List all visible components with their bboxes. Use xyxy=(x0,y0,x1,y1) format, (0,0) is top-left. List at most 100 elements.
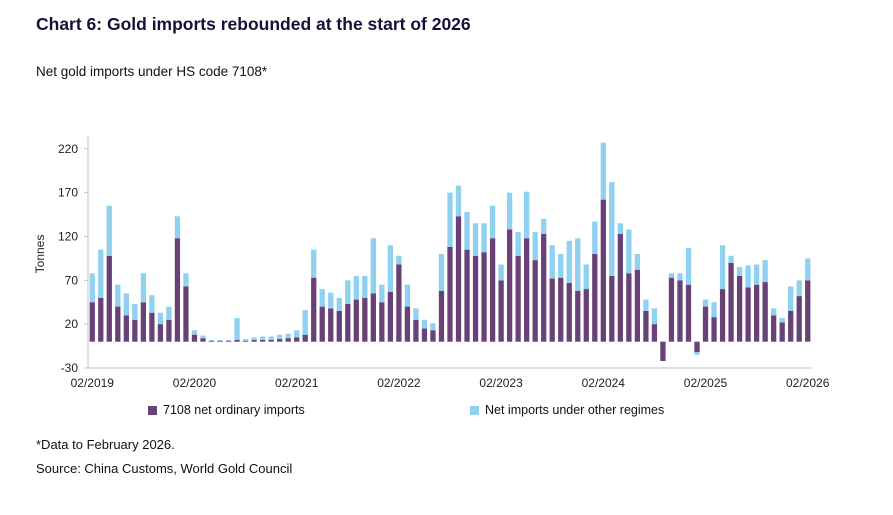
bar-segment xyxy=(788,311,794,342)
x-tick-label: 02/2024 xyxy=(582,376,626,390)
y-tick-label: 120 xyxy=(58,229,78,243)
bar-segment xyxy=(472,255,479,342)
bar-segment xyxy=(600,142,606,200)
bar-segment xyxy=(140,273,146,303)
bar-segment xyxy=(745,287,751,342)
bar-segment xyxy=(634,254,641,270)
bar-segment xyxy=(609,275,615,342)
bar-segment xyxy=(805,280,811,342)
bar-segment xyxy=(515,232,521,256)
bar-segment xyxy=(413,319,419,342)
bar-segment xyxy=(702,299,709,307)
bar-segment xyxy=(302,310,308,335)
bar-segment xyxy=(328,292,334,309)
bar-segment xyxy=(489,238,496,342)
bar-segment xyxy=(566,282,572,342)
bar-segment xyxy=(242,340,249,342)
bar-segment xyxy=(753,284,760,342)
bar-segment xyxy=(805,258,811,281)
bar-segment xyxy=(472,223,479,256)
bar-segment xyxy=(643,299,649,311)
bar-segment xyxy=(796,280,802,297)
bar-segment xyxy=(259,336,266,340)
bar-segment xyxy=(115,306,121,342)
chart-source: Source: China Customs, World Gold Counci… xyxy=(36,461,293,476)
bar-segment xyxy=(719,289,726,342)
bar-segment xyxy=(592,221,598,254)
bar-segment xyxy=(225,339,232,341)
bar-segment xyxy=(98,249,104,298)
bar-segment xyxy=(404,284,411,307)
chart-legend: 7108 net ordinary imports Net imports un… xyxy=(0,403,893,423)
legend-swatch-ordinary-imports xyxy=(148,405,157,415)
bar-segment xyxy=(677,273,683,281)
bar-segment xyxy=(438,254,445,291)
bar-segment xyxy=(328,308,334,342)
bar-segment xyxy=(651,308,658,325)
bar-segment xyxy=(404,306,411,342)
bar-segment xyxy=(259,339,266,342)
bar-segment xyxy=(251,337,257,340)
bar-segment xyxy=(566,240,572,283)
bar-segment xyxy=(668,273,675,278)
bar-segment xyxy=(353,299,359,342)
bar-segment xyxy=(225,340,232,342)
bar-segment xyxy=(191,334,198,342)
bar-segment xyxy=(592,254,598,342)
bar-segment xyxy=(345,303,351,342)
bar-segment xyxy=(498,264,504,281)
bar-segment xyxy=(506,192,513,230)
bar-segment xyxy=(634,269,641,342)
bar-segment xyxy=(123,293,129,316)
bar-segment xyxy=(685,247,692,285)
bar-segment xyxy=(702,306,709,342)
bar-segment xyxy=(200,335,206,339)
y-tick-label: 220 xyxy=(58,142,78,156)
bar-segment xyxy=(277,339,283,342)
bar-segment xyxy=(796,296,802,342)
bar-segment xyxy=(481,223,487,253)
bar-segment xyxy=(234,318,240,340)
bar-segment xyxy=(575,238,581,291)
y-axis-title: Tonnes xyxy=(33,235,47,274)
bar-segment xyxy=(617,233,623,342)
bar-segment xyxy=(421,328,428,342)
chart-subtitle: Net gold imports under HS code 7108* xyxy=(36,64,268,79)
bar-segment xyxy=(140,302,146,342)
bar-segment xyxy=(319,289,325,307)
bar-segment xyxy=(208,339,215,341)
bar-segment xyxy=(609,182,615,276)
bar-segment xyxy=(106,205,112,256)
bar-segment xyxy=(174,238,181,342)
bar-segment xyxy=(336,311,342,342)
bar-segment xyxy=(353,275,359,300)
bar-segment xyxy=(387,291,394,342)
bar-segment xyxy=(183,273,189,287)
bar-segment xyxy=(728,255,734,263)
bar-segment xyxy=(319,306,325,342)
page-title: Chart 6: Gold imports rebounded at the s… xyxy=(36,14,471,34)
bar-segment xyxy=(217,339,223,341)
x-tick-label: 02/2026 xyxy=(786,376,830,390)
bar-segment xyxy=(719,245,726,290)
bar-segment xyxy=(311,277,317,342)
bar-segment xyxy=(106,255,112,342)
bar-segment xyxy=(166,306,172,320)
legend-item-ordinary-imports: 7108 net ordinary imports xyxy=(148,403,305,417)
bar-segment xyxy=(98,297,104,342)
x-tick-label: 02/2023 xyxy=(479,376,523,390)
bar-segment xyxy=(387,245,394,292)
bar-segment xyxy=(455,216,462,342)
bar-segment xyxy=(455,185,462,217)
bar-segment xyxy=(617,223,623,234)
bar-segment xyxy=(541,233,547,342)
bar-segment xyxy=(583,289,589,342)
bar-segment xyxy=(745,265,751,288)
y-tick-label: 20 xyxy=(65,317,79,331)
bar-segment xyxy=(694,341,700,353)
bar-segment xyxy=(123,315,129,342)
bar-segment xyxy=(208,340,215,342)
bar-segment xyxy=(174,216,181,239)
bar-segment xyxy=(157,312,164,325)
